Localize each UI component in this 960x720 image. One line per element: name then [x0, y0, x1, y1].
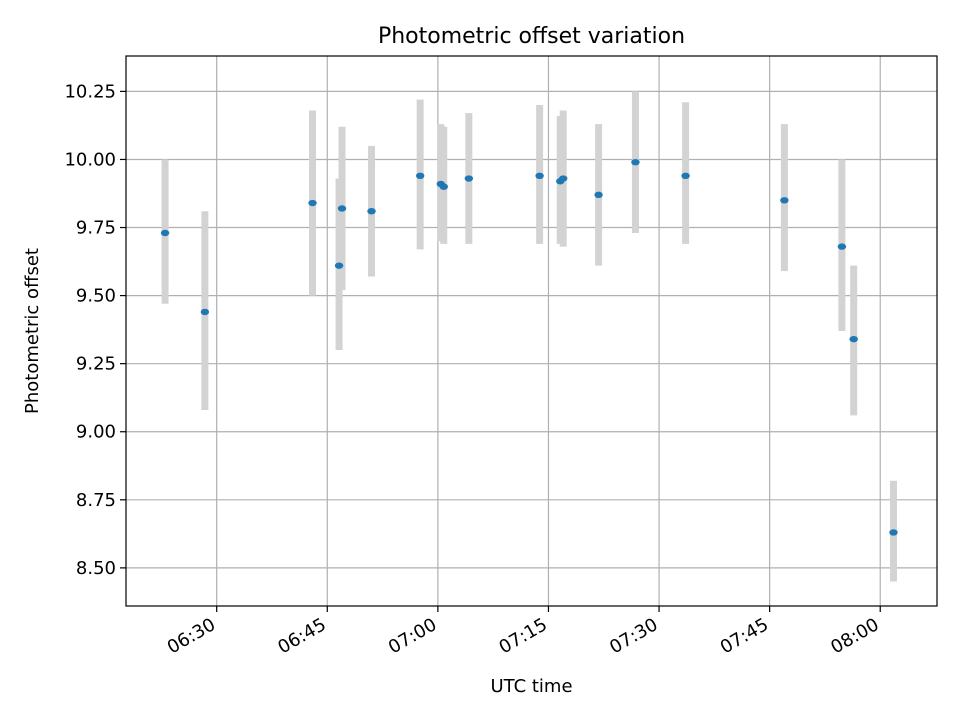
data-point — [308, 199, 317, 207]
data-point — [594, 191, 603, 199]
data-point — [631, 158, 640, 166]
y-tick-label: 9.50 — [76, 286, 116, 307]
y-axis-label: Photometric offset — [22, 248, 43, 414]
data-point — [160, 229, 170, 237]
plot-frame — [125, 55, 938, 607]
data-point — [559, 175, 568, 182]
y-tick-label: 8.50 — [76, 558, 116, 579]
y-axis-ticks: 8.50 8.75 9.00 9.25 9.50 9.75 10.00 10.25 — [64, 81, 126, 579]
data-point — [889, 529, 898, 536]
x-axis-label: UTC time — [490, 676, 572, 697]
data-point — [780, 197, 789, 204]
data-point — [849, 335, 858, 343]
data-point — [535, 172, 544, 180]
y-tick-label: 10.25 — [64, 81, 116, 102]
data-point — [464, 175, 474, 182]
data-points — [160, 158, 898, 536]
data-point — [337, 205, 347, 212]
grid — [126, 56, 937, 606]
y-tick-label: 10.00 — [64, 149, 116, 170]
chart-title: Photometric offset variation — [378, 24, 685, 49]
y-tick-label: 9.25 — [76, 354, 116, 375]
data-point — [681, 172, 690, 180]
data-point — [367, 207, 376, 215]
y-tick-label: 8.75 — [76, 490, 116, 511]
data-point — [415, 172, 425, 180]
data-point — [200, 308, 210, 316]
data-point — [837, 243, 847, 250]
y-tick-label: 9.00 — [76, 422, 116, 443]
y-tick-label: 9.75 — [76, 218, 116, 239]
data-point — [439, 183, 448, 190]
data-point — [334, 262, 344, 269]
